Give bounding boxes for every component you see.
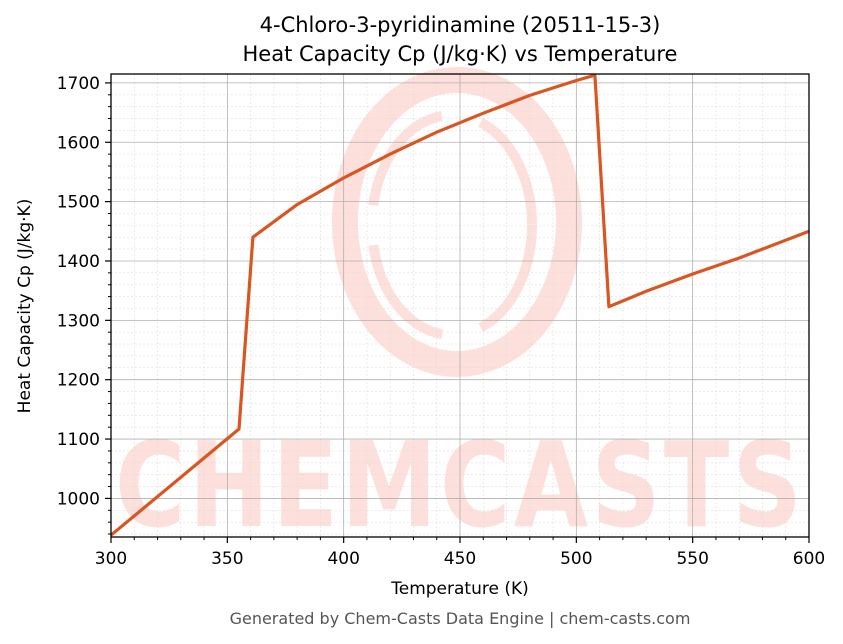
x-tick-label: 300 — [95, 549, 127, 569]
x-tick-label: 550 — [676, 549, 708, 569]
y-ticks: 1000 1100 1200 1300 1400 1500 1600 1700 — [57, 74, 111, 535]
y-tick-label: 1400 — [57, 252, 100, 272]
series-line — [109, 73, 810, 537]
y-tick-label: 1300 — [57, 311, 100, 331]
footer-credit: Generated by Chem-Casts Data Engine | ch… — [230, 609, 691, 628]
x-tick-label: 500 — [560, 549, 592, 569]
y-tick-label: 1200 — [57, 371, 100, 391]
x-ticks: 300 350 400 450 500 550 600 — [95, 537, 825, 569]
y-tick-label: 1000 — [57, 489, 100, 509]
y-tick-label: 1500 — [57, 193, 100, 213]
y-axis-label: Heat Capacity Cp (J/kg·K) — [15, 199, 35, 414]
watermark-swirl-outer — [332, 67, 582, 377]
chart-title: 4-Chloro-3-pyridinamine (20511-15-3) — [260, 13, 661, 37]
y-tick-label: 1100 — [57, 430, 100, 450]
x-tick-label: 350 — [211, 549, 243, 569]
y-tick-label: 1700 — [57, 74, 100, 94]
chart-subtitle: Heat Capacity Cp (J/kg·K) vs Temperature — [243, 42, 678, 66]
x-tick-label: 450 — [444, 549, 476, 569]
watermark-swirl-inner — [367, 110, 537, 340]
y-tick-label: 1600 — [57, 133, 100, 153]
x-axis-label: Temperature (K) — [390, 579, 529, 599]
x-tick-label: 400 — [327, 549, 359, 569]
x-tick-label: 600 — [793, 549, 825, 569]
